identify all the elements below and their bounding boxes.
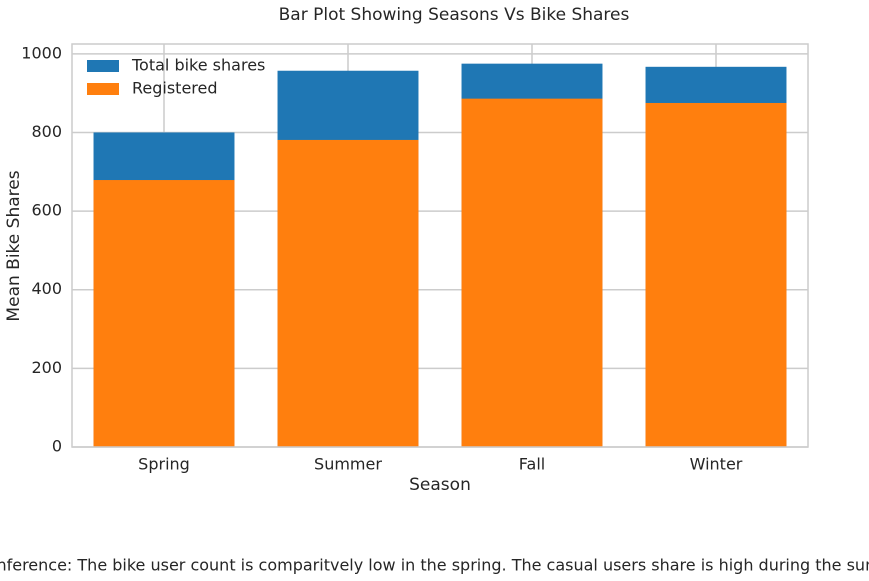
y-tick-label: 200: [31, 358, 62, 377]
x-tick-label: Winter: [690, 455, 743, 474]
x-tick-label: Summer: [314, 455, 382, 474]
legend-label: Registered: [132, 79, 218, 98]
y-tick-label: 1000: [21, 43, 62, 62]
legend-label: Total bike shares: [131, 56, 265, 75]
bar: [645, 102, 787, 447]
bar: [461, 98, 603, 448]
annotation: Inference: The bike user count is compar…: [0, 556, 869, 575]
legend-swatch: [87, 83, 119, 95]
y-tick-label: 800: [31, 122, 62, 141]
x-tick-label: Spring: [138, 455, 190, 474]
plot-frame: [71, 43, 809, 448]
y-tick-label: 400: [31, 279, 62, 298]
legend-swatch: [87, 60, 119, 72]
y-axis-label: Mean Bike Shares: [4, 170, 24, 321]
bar: [277, 139, 419, 447]
chart-title: Bar Plot Showing Seasons Vs Bike Shares: [279, 5, 630, 25]
x-axis-label: Season: [409, 475, 471, 495]
y-tick-label: 600: [31, 201, 62, 220]
bar: [93, 180, 235, 447]
y-tick-label: 0: [52, 437, 62, 456]
x-tick-label: Fall: [519, 455, 545, 474]
